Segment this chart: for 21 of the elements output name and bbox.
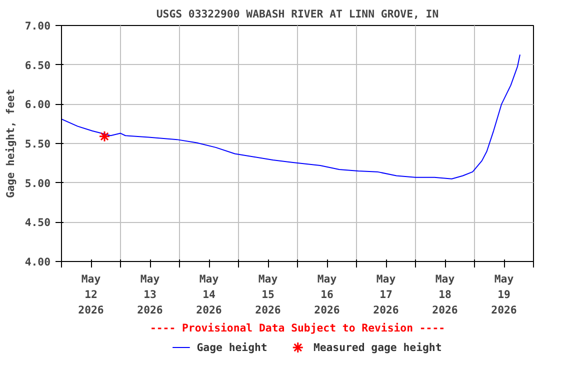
y-tick-label: 5.00: [24, 176, 51, 190]
y-tick-label: 7.00: [24, 20, 51, 32]
y-tick-label: 5.50: [24, 138, 51, 150]
y-tick-label: 6.00: [24, 98, 51, 112]
x-tick-label: May 19 2026: [491, 272, 517, 317]
legend-label: Gage height: [196, 341, 268, 354]
x-tick-label: May 14 2026: [196, 272, 222, 317]
y-tick-label: 4.00: [24, 256, 51, 268]
x-tick-label: May 13 2026: [137, 272, 163, 317]
line-series: [62, 54, 520, 180]
x-tick-label: May 17 2026: [373, 272, 399, 317]
x-tick-label: May 15 2026: [255, 272, 281, 317]
x-tick-label: May 12 2026: [78, 272, 104, 317]
chart-title: USGS 03322900 WABASH RIVER AT LINN GROVE, IN: [156, 8, 439, 20]
legend-label: Measured gage height: [313, 341, 442, 354]
x-tick-label: May 16 2026: [314, 272, 340, 317]
text: ---- Provisional Data Subject to Revision ----: [150, 322, 446, 334]
y-tick-label: 6.50: [24, 58, 51, 72]
y-tick-label: 4.50: [24, 216, 51, 230]
x-tick-label: May 18 2026: [432, 272, 458, 317]
y-axis-title: Gage height, feet: [4, 88, 17, 198]
